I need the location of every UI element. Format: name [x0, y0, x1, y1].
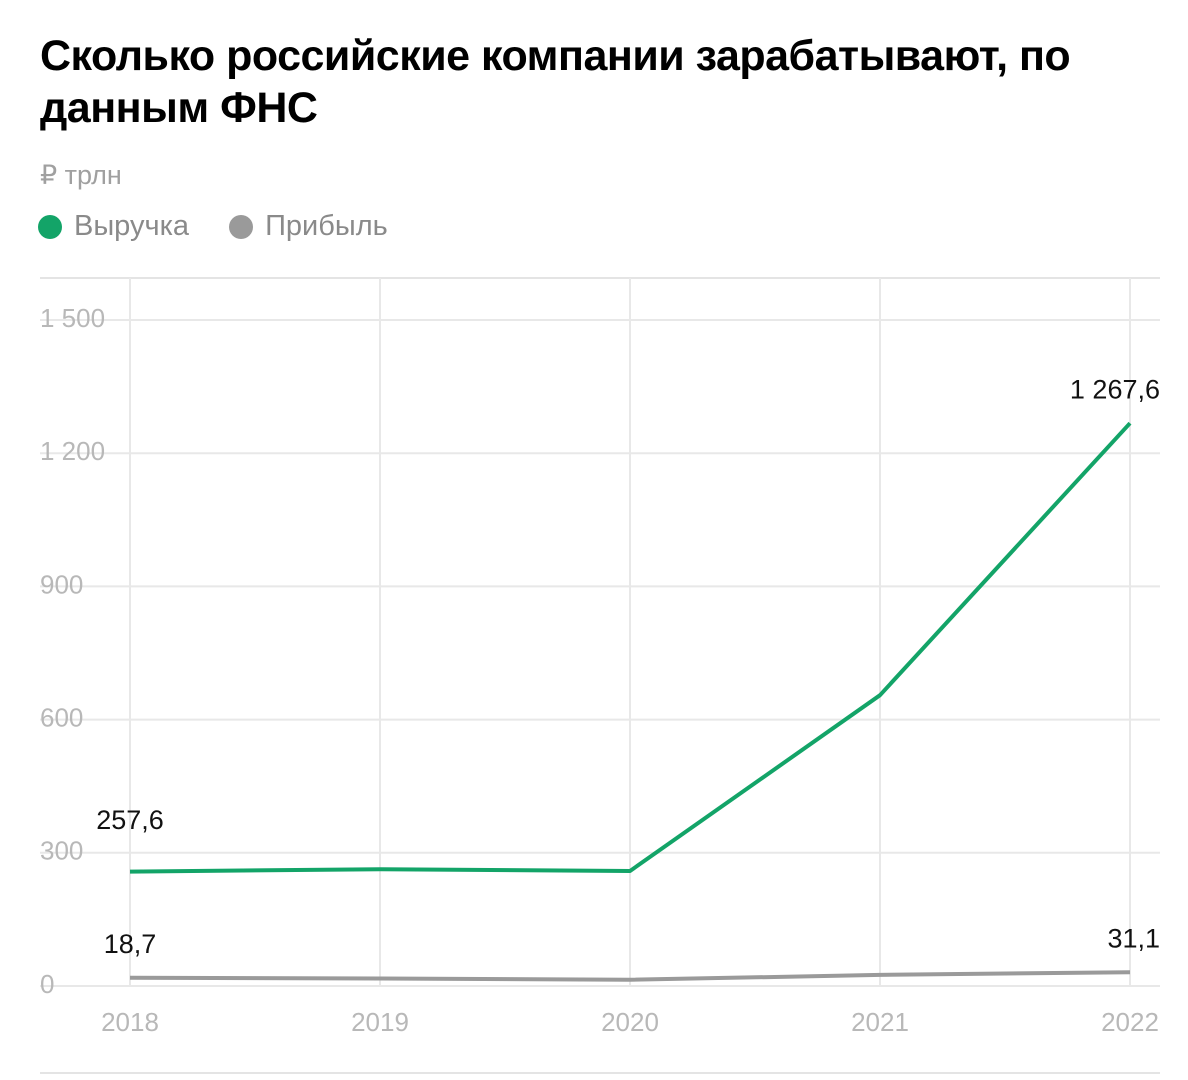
y-tick-label: 0	[40, 969, 54, 999]
x-tick-label: 2020	[601, 1007, 659, 1037]
legend-label: Выручка	[74, 210, 190, 242]
value-label: 257,6	[96, 805, 164, 835]
x-tick-label: 2019	[351, 1007, 409, 1037]
x-tick-label: 2018	[101, 1007, 159, 1037]
y-tick-label: 1 200	[40, 436, 105, 466]
legend: Выручка Прибыль	[38, 210, 388, 243]
value-label: 1 267,6	[1070, 374, 1160, 404]
legend-label: Прибыль	[265, 210, 388, 242]
y-tick-label: 600	[40, 702, 83, 732]
legend-marker	[38, 214, 62, 239]
legend-item: Прибыль	[229, 210, 388, 243]
chart-title: Сколько российские компании зарабатывают…	[40, 32, 1071, 132]
y-tick-label: 300	[40, 836, 83, 866]
legend-marker	[229, 214, 254, 239]
chart-subtitle: ₽ трлн	[40, 160, 122, 190]
legend-item: Выручка	[38, 210, 189, 243]
value-label: 18,7	[104, 929, 157, 959]
x-tick-label: 2021	[851, 1007, 909, 1037]
y-tick-label: 900	[40, 569, 83, 599]
y-tick-label: 1 500	[40, 303, 105, 333]
x-tick-label: 2022	[1101, 1007, 1159, 1037]
series-line	[129, 970, 1131, 982]
series-line	[129, 421, 1132, 874]
value-label: 31,1	[1107, 923, 1160, 953]
